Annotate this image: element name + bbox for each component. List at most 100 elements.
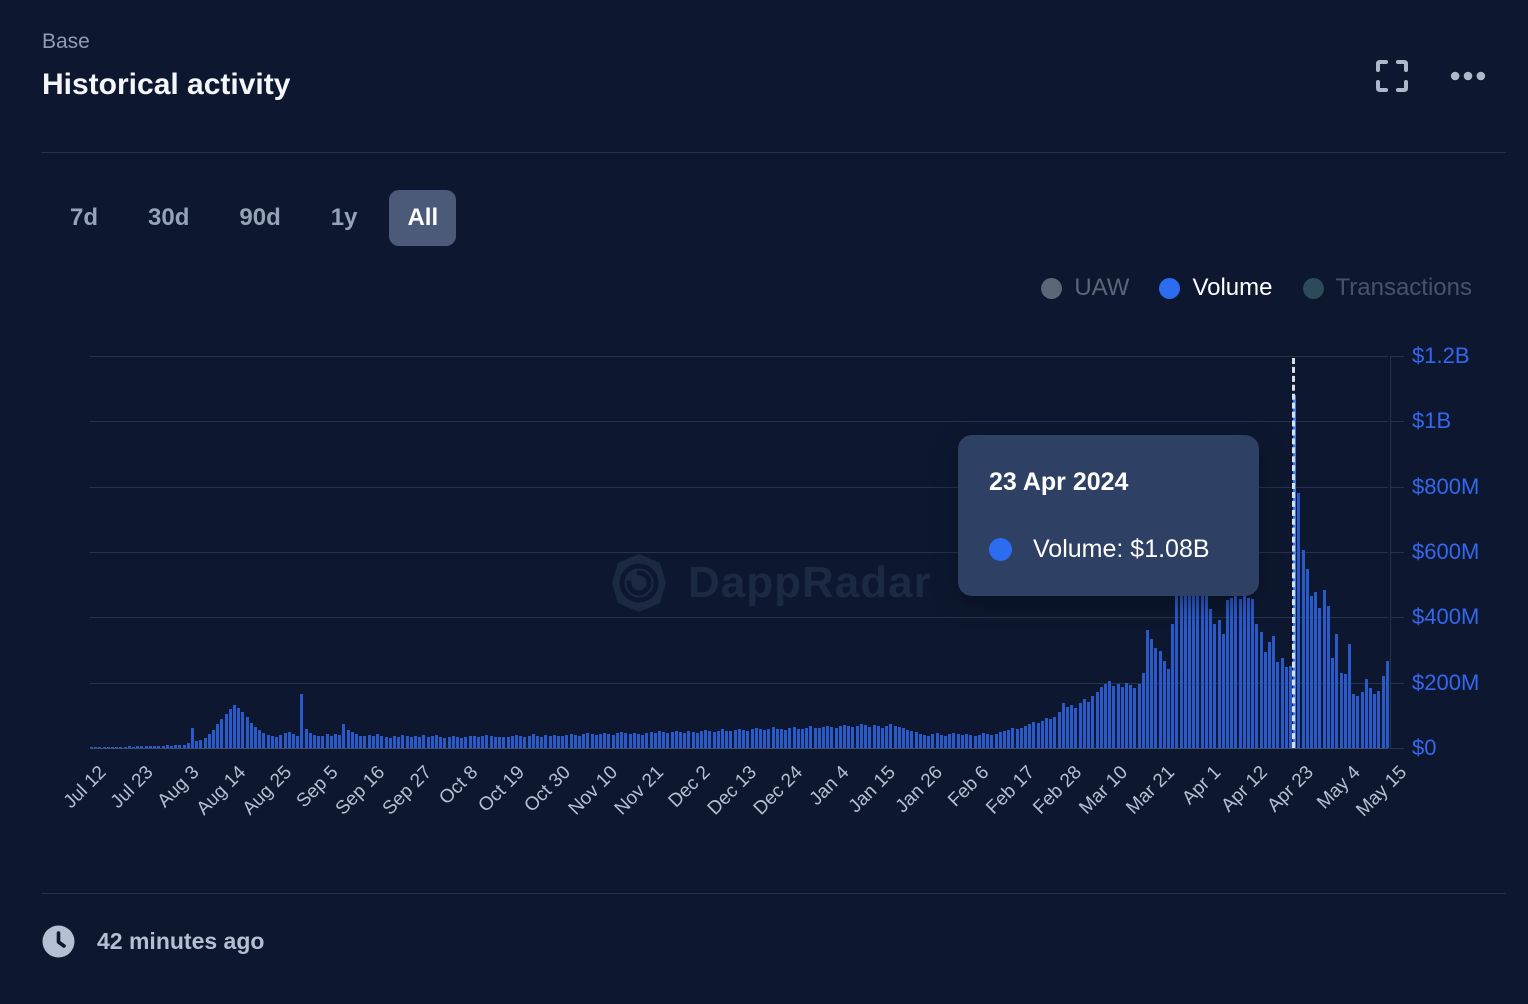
volume-bar[interactable] [1019,727,1023,748]
volume-bar[interactable] [468,735,472,748]
volume-bar[interactable] [1230,597,1234,748]
volume-bar[interactable] [233,704,237,748]
volume-bar[interactable] [1339,672,1343,748]
volume-bar[interactable] [296,735,300,748]
volume-bar[interactable] [460,737,464,748]
volume-bar[interactable] [670,732,674,748]
volume-bar[interactable] [477,737,481,748]
volume-bar[interactable] [784,730,788,748]
volume-bar[interactable] [645,733,649,748]
volume-bar[interactable] [228,709,232,748]
volume-bar[interactable] [1377,690,1381,748]
volume-bar[interactable] [220,718,224,748]
volume-bar[interactable] [590,734,594,748]
volume-bar[interactable] [1078,702,1082,748]
volume-bar[interactable] [691,732,695,748]
volume-bar[interactable] [653,732,657,748]
volume-bar[interactable] [308,732,312,748]
volume-bar[interactable] [1057,712,1061,748]
volume-bar[interactable] [489,735,493,748]
volume-bar[interactable] [409,737,413,748]
volume-bar[interactable] [1381,675,1385,748]
volume-bar[interactable] [119,747,123,748]
volume-bar[interactable] [1183,574,1187,748]
volume-bar[interactable] [813,727,817,748]
volume-bar[interactable] [1074,708,1078,748]
volume-bar[interactable] [1124,682,1128,748]
volume-bar[interactable] [249,722,253,748]
volume-bar[interactable] [199,740,203,748]
volume-bar[interactable] [1158,650,1162,748]
volume-bar[interactable] [889,724,893,748]
volume-bar[interactable] [1221,634,1225,748]
volume-bar[interactable] [994,733,998,748]
volume-bar[interactable] [195,741,199,748]
volume-bar[interactable] [582,734,586,748]
volume-bar[interactable] [573,734,577,748]
volume-bar[interactable] [767,728,771,748]
volume-bar[interactable] [338,734,342,748]
volume-bar[interactable] [742,730,746,748]
volume-bar[interactable] [628,733,632,748]
volume-bar[interactable] [792,727,796,748]
volume-bar[interactable] [708,731,712,748]
volume-bar[interactable] [514,734,518,748]
volume-bar[interactable] [986,734,990,748]
volume-bar[interactable] [329,735,333,748]
volume-bar[interactable] [464,736,468,748]
volume-bar[interactable] [1347,643,1351,748]
volume-bar[interactable] [115,746,119,748]
volume-bar[interactable] [527,735,531,748]
volume-bar[interactable] [599,733,603,748]
volume-bar[interactable] [998,732,1002,748]
volume-bar[interactable] [801,729,804,748]
volume-bar[interactable] [763,730,767,748]
volume-bar[interactable] [1150,638,1154,748]
volume-bar[interactable] [136,746,140,748]
fullscreen-icon[interactable] [1374,58,1410,94]
volume-bar[interactable] [283,732,287,748]
volume-bar[interactable] [636,733,640,748]
volume-bar[interactable] [334,733,337,748]
volume-bar[interactable] [1318,607,1322,748]
volume-bar[interactable] [451,735,455,748]
volume-bar[interactable] [148,746,152,748]
volume-bar[interactable] [535,735,539,748]
volume-bar[interactable] [809,726,813,748]
volume-bar[interactable] [1167,668,1171,748]
volume-bar[interactable] [1259,632,1263,748]
volume-bar[interactable] [447,736,451,748]
volume-bar[interactable] [1188,569,1192,748]
volume-bar[interactable] [502,736,506,748]
volume-bar[interactable] [548,735,552,748]
volume-bar[interactable] [380,735,384,748]
volume-bar[interactable] [346,730,350,748]
volume-bar[interactable] [847,726,851,748]
volume-bar[interactable] [687,731,691,748]
volume-bar[interactable] [775,728,779,748]
volume-bar[interactable] [695,732,699,748]
volume-bar[interactable] [603,732,607,748]
volume-bar[interactable] [481,735,485,748]
volume-bar[interactable] [1036,723,1040,748]
volume-bar[interactable] [721,729,725,748]
volume-bar[interactable] [594,735,598,748]
volume-bar[interactable] [106,747,110,748]
volume-bar[interactable] [262,732,266,748]
volume-bar[interactable] [1028,723,1032,748]
volume-bar[interactable] [258,730,262,748]
volume-bar[interactable] [279,734,283,748]
volume-bar[interactable] [376,734,380,748]
volume-bar[interactable] [973,735,977,748]
volume-bar[interactable] [733,730,737,748]
volume-bar[interactable] [359,735,363,748]
volume-bar[interactable] [1108,681,1112,748]
volume-bar[interactable] [174,745,178,748]
volume-bar[interactable] [1335,633,1339,748]
volume-bar[interactable] [657,731,661,748]
volume-bar[interactable] [216,724,220,748]
volume-bar[interactable] [287,731,291,748]
volume-bar[interactable] [350,732,354,748]
volume-bar[interactable] [1099,686,1103,748]
volume-bar[interactable] [1263,652,1267,748]
